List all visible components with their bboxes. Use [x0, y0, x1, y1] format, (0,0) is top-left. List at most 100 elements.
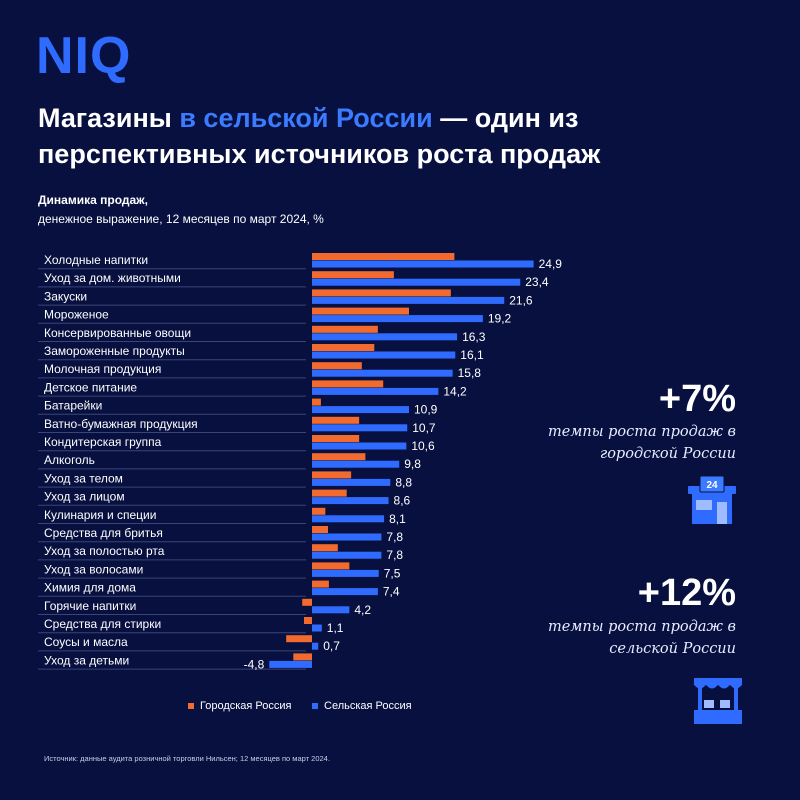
- svg-text:24: 24: [706, 480, 718, 491]
- bar-urban: [312, 416, 360, 424]
- urban-growth-value: +7%: [658, 378, 736, 420]
- category-label: Холодные напитки: [44, 253, 148, 267]
- bar-urban: [312, 544, 338, 552]
- legend-rural: Сельская Россия: [312, 700, 412, 712]
- legend-rural-swatch: [312, 703, 318, 709]
- legend-urban-label: Городская Россия: [200, 700, 292, 712]
- legend-rural-label: Сельская Россия: [324, 700, 412, 712]
- bar-urban: [312, 289, 451, 297]
- bar-urban: [312, 344, 375, 351]
- data-label: 19,2: [488, 312, 512, 326]
- data-label: 8,8: [395, 475, 412, 489]
- bar-rural: [312, 551, 382, 559]
- rural-market-stall-icon: [693, 678, 743, 724]
- data-label: 9,8: [404, 457, 421, 471]
- bar-rural: [312, 588, 378, 596]
- bar-urban: [312, 471, 352, 479]
- category-label: Закуски: [44, 289, 87, 303]
- title-part-1: Магазины: [38, 103, 180, 133]
- data-label: 15,8: [458, 366, 482, 380]
- bar-rural: [312, 478, 391, 486]
- bar-rural: [312, 278, 521, 286]
- bar-rural: [312, 497, 389, 505]
- category-label: Горячие напитки: [44, 599, 136, 613]
- data-label: 0,7: [323, 639, 340, 653]
- legend-urban-swatch: [188, 703, 194, 709]
- source-note: Источник: данные аудита розничной торгов…: [44, 754, 330, 763]
- rural-growth-text: темпы роста продаж в сельской России: [548, 619, 736, 657]
- bar-rural: [312, 424, 408, 432]
- urban-growth-text: темпы роста продаж в городской России: [548, 424, 736, 462]
- category-label: Уход за телом: [44, 471, 123, 485]
- bar-urban: [303, 617, 312, 624]
- bar-rural: [312, 606, 350, 614]
- data-label: 8,1: [389, 512, 406, 526]
- category-label: Молочная продукция: [44, 362, 161, 376]
- bar-urban: [312, 562, 350, 570]
- bar-urban: [312, 325, 378, 333]
- data-label: 7,4: [383, 585, 400, 599]
- bar-rural: [312, 296, 505, 304]
- category-label: Химия для дома: [44, 581, 136, 595]
- category-label: Кондитерская группа: [44, 435, 162, 449]
- bar-urban: [312, 489, 347, 497]
- category-label: Ватно-бумажная продукция: [44, 417, 198, 431]
- data-label: 10,6: [411, 439, 435, 453]
- urban-store-24-icon: 24: [688, 475, 736, 524]
- chart-subtitle-bold: Динамика продаж,: [38, 193, 148, 207]
- niq-logo: NIQ: [36, 27, 132, 85]
- category-label: Уход за детьми: [44, 653, 129, 667]
- data-label: 10,9: [414, 403, 438, 417]
- chart-subtitle: денежное выражение, 12 месяцев по март 2…: [38, 212, 324, 226]
- bar-urban: [302, 598, 312, 606]
- bar-urban: [286, 635, 312, 643]
- title-part-2: — один из перспективных источников роста…: [38, 103, 601, 169]
- category-label: Батарейки: [44, 399, 102, 413]
- data-label: 4,2: [354, 603, 371, 617]
- bar-rural: [312, 406, 410, 414]
- bar-rural: [312, 533, 382, 541]
- bar-rural: [312, 460, 400, 468]
- category-label: Уход за полостью рта: [44, 544, 165, 558]
- category-label: Консервированные овощи: [44, 326, 191, 340]
- title-highlight: в сельской России: [179, 103, 433, 133]
- category-label: Замороженные продукты: [44, 344, 185, 358]
- data-label: 10,7: [412, 421, 436, 435]
- bar-urban: [312, 453, 366, 461]
- category-label: Кулинария и специи: [44, 508, 156, 522]
- category-label: Уход за лицом: [44, 490, 125, 504]
- bar-urban: [312, 435, 360, 442]
- rural-growth-value: +12%: [637, 572, 736, 614]
- category-label: Уход за волосами: [44, 562, 143, 576]
- bar-urban: [312, 271, 394, 279]
- bar-urban: [312, 580, 329, 588]
- data-label: 7,8: [386, 548, 403, 562]
- category-label: Соусы и масла: [44, 635, 128, 649]
- bar-rural: [312, 624, 322, 632]
- category-label: Мороженое: [44, 308, 109, 322]
- data-label: 8,6: [394, 494, 411, 508]
- bar-urban: [293, 653, 312, 661]
- bar-rural: [269, 660, 312, 668]
- bar-urban: [312, 362, 362, 370]
- data-label: -4,8: [244, 657, 265, 671]
- bar-rural: [312, 351, 456, 359]
- category-label: Детское питание: [44, 380, 137, 394]
- data-label: 7,5: [384, 566, 401, 580]
- category-label: Уход за дом. животными: [44, 271, 181, 285]
- page-title: Магазины в сельской России — один из пер…: [38, 100, 758, 172]
- bar-urban: [312, 526, 329, 533]
- data-label: 7,8: [386, 530, 403, 544]
- data-label: 16,3: [462, 330, 486, 344]
- bar-urban: [312, 507, 326, 515]
- bar-urban: [312, 307, 410, 315]
- data-label: 1,1: [327, 621, 344, 635]
- bar-rural: [312, 569, 379, 577]
- data-label: 16,1: [460, 348, 484, 362]
- bar-rural: [312, 315, 483, 323]
- data-label: 24,9: [539, 257, 563, 271]
- bar-urban: [312, 398, 321, 406]
- data-label: 14,2: [443, 384, 467, 398]
- category-label: Алкоголь: [44, 453, 95, 467]
